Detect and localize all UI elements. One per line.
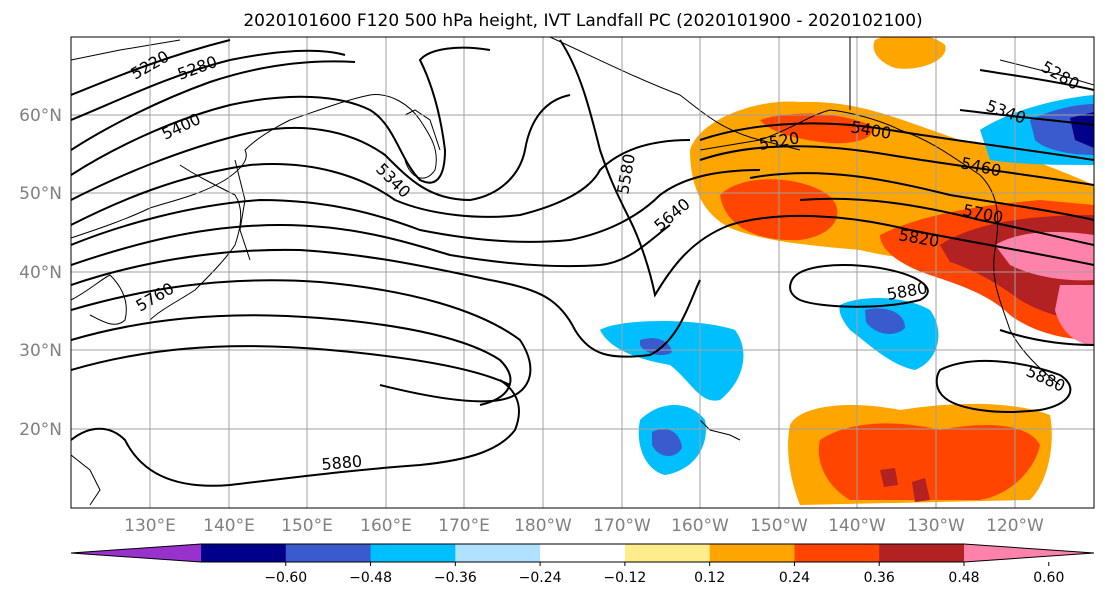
lon-label: 160°W <box>671 516 729 536</box>
lon-label: 140°E <box>203 516 255 536</box>
lon-label: 120°W <box>986 516 1044 536</box>
lon-label: 130°W <box>907 516 965 536</box>
colorbar-segment <box>201 544 287 562</box>
coastlines <box>71 37 1094 506</box>
colorbar-tick-label: −0.60 <box>264 570 307 586</box>
longitude-labels: 130°E 140°E 150°E 160°E 170°E 180°W 170°… <box>124 516 1044 536</box>
colorbar-segment <box>794 544 880 562</box>
lon-label: 130°E <box>124 516 176 536</box>
colorbar-tick-label: 0.36 <box>864 570 895 586</box>
lat-label: 60°N <box>19 106 62 126</box>
gridlines <box>71 37 1094 508</box>
contour-label: 5880 <box>321 452 363 474</box>
colorbar-segment <box>624 544 711 562</box>
colorbar-segment <box>285 544 372 562</box>
colorbar-tick-label: 0.48 <box>948 570 979 586</box>
lon-label: 160°E <box>360 516 412 536</box>
colorbar-extend-max <box>964 544 1094 562</box>
colorbar-segment <box>879 544 965 562</box>
colorbar-segment <box>370 544 456 562</box>
lat-label: 20°N <box>19 420 62 440</box>
lon-label: 150°E <box>281 516 333 536</box>
lat-label: 50°N <box>19 184 62 204</box>
lon-label: 150°W <box>750 516 808 536</box>
lon-label: 140°W <box>828 516 886 536</box>
colorbar-tick-label: −0.24 <box>519 570 562 586</box>
lat-label: 30°N <box>19 341 62 361</box>
colorbar-tick-label: −0.48 <box>349 570 392 586</box>
colorbar-tick-label: −0.36 <box>434 570 477 586</box>
colorbar-outline <box>70 543 1095 563</box>
lon-label: 180°W <box>514 516 572 536</box>
colorbar-segment <box>455 544 541 562</box>
colorbar-tick-label: 0.60 <box>1033 570 1064 586</box>
ivt-negative-fill <box>600 95 1094 475</box>
lon-label: 170°W <box>593 516 651 536</box>
height-contours <box>71 39 1094 487</box>
colorbar: −0.60 −0.48 −0.36 −0.24 −0.12 0.12 0.24 0.36 0.4… <box>70 543 1095 586</box>
lat-label: 40°N <box>19 263 62 283</box>
colorbar-tick-label: 0.24 <box>779 570 810 586</box>
colorbar-tick-label: −0.12 <box>603 570 646 586</box>
colorbar-segment <box>709 544 795 562</box>
colorbar-tick-label: 0.12 <box>694 570 725 586</box>
colorbar-extend-min <box>71 544 201 562</box>
colorbar-segment <box>540 544 626 562</box>
latitude-labels: 60°N 50°N 40°N 30°N 20°N <box>19 106 62 440</box>
plot-frame <box>70 36 1095 509</box>
lon-label: 170°E <box>438 516 490 536</box>
figure-title: 2020101600 F120 500 hPa height, IVT Land… <box>243 11 922 31</box>
